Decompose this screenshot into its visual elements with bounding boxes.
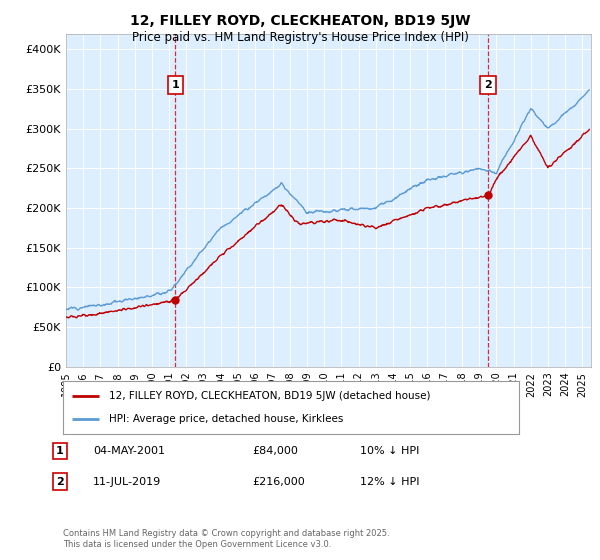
Text: Price paid vs. HM Land Registry's House Price Index (HPI): Price paid vs. HM Land Registry's House …: [131, 31, 469, 44]
Text: 04-MAY-2001: 04-MAY-2001: [93, 446, 165, 456]
Text: 1: 1: [172, 80, 179, 90]
Text: £84,000: £84,000: [252, 446, 298, 456]
Text: 2: 2: [56, 477, 64, 487]
Text: 10% ↓ HPI: 10% ↓ HPI: [360, 446, 419, 456]
Text: 2: 2: [484, 80, 492, 90]
Text: £216,000: £216,000: [252, 477, 305, 487]
Text: 12, FILLEY ROYD, CLECKHEATON, BD19 5JW: 12, FILLEY ROYD, CLECKHEATON, BD19 5JW: [130, 14, 470, 28]
Text: 1: 1: [56, 446, 64, 456]
Text: 11-JUL-2019: 11-JUL-2019: [93, 477, 161, 487]
Text: 12% ↓ HPI: 12% ↓ HPI: [360, 477, 419, 487]
Text: 12, FILLEY ROYD, CLECKHEATON, BD19 5JW (detached house): 12, FILLEY ROYD, CLECKHEATON, BD19 5JW (…: [109, 391, 430, 401]
Text: HPI: Average price, detached house, Kirklees: HPI: Average price, detached house, Kirk…: [109, 414, 343, 424]
Text: Contains HM Land Registry data © Crown copyright and database right 2025.
This d: Contains HM Land Registry data © Crown c…: [63, 529, 389, 549]
